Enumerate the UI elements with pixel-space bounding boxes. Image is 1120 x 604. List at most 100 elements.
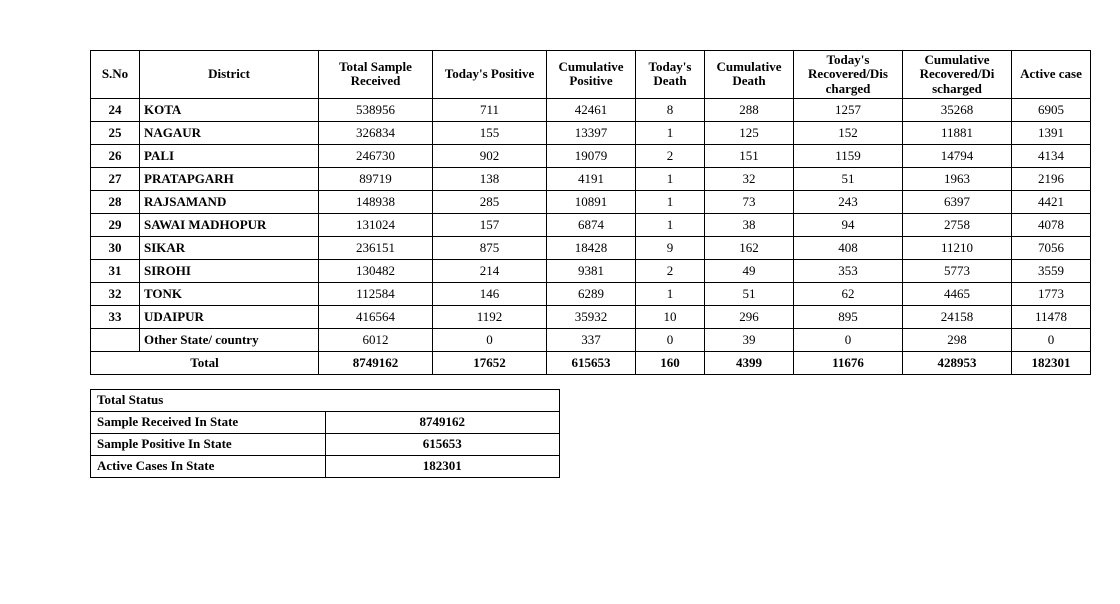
cumulative-positive-cell: 35932 [547, 305, 636, 328]
today-positive-cell: 875 [433, 236, 547, 259]
cumulative-death-cell: 73 [705, 190, 794, 213]
cumulative-death-cell: 39 [705, 328, 794, 351]
today-positive-cell: 146 [433, 282, 547, 305]
district-cell: Other State/ country [140, 328, 319, 351]
sample-cell: 130482 [319, 259, 433, 282]
cumulative-death-cell: 151 [705, 144, 794, 167]
cumulative-positive-cell: 42461 [547, 98, 636, 121]
sample-cell: 326834 [319, 121, 433, 144]
cumulative-recovered-cell: 6397 [903, 190, 1012, 213]
sno-cell: 31 [91, 259, 140, 282]
district-cell: PALI [140, 144, 319, 167]
cumulative-death-cell: 288 [705, 98, 794, 121]
cumulative-death-cell: 38 [705, 213, 794, 236]
table-row: 28RAJSAMAND1489382851089117324363974421 [91, 190, 1091, 213]
cumulative-positive-cell: 4191 [547, 167, 636, 190]
sno-cell: 27 [91, 167, 140, 190]
status-value: 615653 [325, 433, 560, 455]
table-row: 24KOTA5389567114246182881257352686905 [91, 98, 1091, 121]
active-case-cell: 6905 [1012, 98, 1091, 121]
cumulative-death-cell: 125 [705, 121, 794, 144]
district-data-table: S.No District Total Sample Received Toda… [90, 50, 1091, 375]
status-value: 8749162 [325, 411, 560, 433]
total-status-table: Total Status Sample Received In State874… [90, 389, 560, 478]
cumulative-recovered-cell: 5773 [903, 259, 1012, 282]
sno-cell: 25 [91, 121, 140, 144]
today-death-cell: 10 [636, 305, 705, 328]
total-cdth: 4399 [705, 351, 794, 374]
cumulative-death-cell: 49 [705, 259, 794, 282]
today-positive-cell: 155 [433, 121, 547, 144]
total-label: Total [91, 351, 319, 374]
today-positive-cell: 157 [433, 213, 547, 236]
today-positive-cell: 138 [433, 167, 547, 190]
sno-cell: 28 [91, 190, 140, 213]
sample-cell: 246730 [319, 144, 433, 167]
total-row: Total87491621765261565316043991167642895… [91, 351, 1091, 374]
cumulative-recovered-cell: 24158 [903, 305, 1012, 328]
total-tpos: 17652 [433, 351, 547, 374]
active-case-cell: 4078 [1012, 213, 1091, 236]
today-recovered-cell: 408 [794, 236, 903, 259]
today-recovered-cell: 152 [794, 121, 903, 144]
sno-cell: 24 [91, 98, 140, 121]
cumulative-positive-cell: 9381 [547, 259, 636, 282]
table-row: 27PRATAPGARH8971913841911325119632196 [91, 167, 1091, 190]
cumulative-death-cell: 51 [705, 282, 794, 305]
today-death-cell: 1 [636, 282, 705, 305]
sno-cell: 26 [91, 144, 140, 167]
district-cell: UDAIPUR [140, 305, 319, 328]
district-cell: NAGAUR [140, 121, 319, 144]
total-crec: 428953 [903, 351, 1012, 374]
status-row: Sample Received In State8749162 [91, 411, 560, 433]
table-row: Other State/ country6012033703902980 [91, 328, 1091, 351]
today-death-cell: 1 [636, 121, 705, 144]
today-recovered-cell: 1159 [794, 144, 903, 167]
cumulative-recovered-cell: 11210 [903, 236, 1012, 259]
district-cell: RAJSAMAND [140, 190, 319, 213]
status-value: 182301 [325, 455, 560, 477]
today-recovered-cell: 62 [794, 282, 903, 305]
today-recovered-cell: 243 [794, 190, 903, 213]
table-row: 29SAWAI MADHOPUR131024157687413894275840… [91, 213, 1091, 236]
cumulative-death-cell: 296 [705, 305, 794, 328]
sample-cell: 131024 [319, 213, 433, 236]
col-cumulative-death-header: Cumulative Death [705, 51, 794, 99]
cumulative-positive-cell: 18428 [547, 236, 636, 259]
today-positive-cell: 214 [433, 259, 547, 282]
today-death-cell: 9 [636, 236, 705, 259]
cumulative-recovered-cell: 2758 [903, 213, 1012, 236]
today-death-cell: 1 [636, 213, 705, 236]
status-title-row: Total Status [91, 389, 560, 411]
status-title: Total Status [91, 389, 560, 411]
col-today-positive-header: Today's Positive [433, 51, 547, 99]
col-sno-header: S.No [91, 51, 140, 99]
active-case-cell: 2196 [1012, 167, 1091, 190]
active-case-cell: 4421 [1012, 190, 1091, 213]
district-cell: SIROHI [140, 259, 319, 282]
today-death-cell: 2 [636, 259, 705, 282]
col-today-recovered-header: Today's Recovered/Dis charged [794, 51, 903, 99]
total-trec: 11676 [794, 351, 903, 374]
sample-cell: 6012 [319, 328, 433, 351]
district-cell: SIKAR [140, 236, 319, 259]
active-case-cell: 11478 [1012, 305, 1091, 328]
table-row: 32TONK11258414662891516244651773 [91, 282, 1091, 305]
cumulative-positive-cell: 337 [547, 328, 636, 351]
status-row: Sample Positive In State615653 [91, 433, 560, 455]
today-death-cell: 8 [636, 98, 705, 121]
table-row: 31SIROHI130482214938124935357733559 [91, 259, 1091, 282]
today-death-cell: 1 [636, 167, 705, 190]
total-cpos: 615653 [547, 351, 636, 374]
today-death-cell: 1 [636, 190, 705, 213]
cumulative-positive-cell: 10891 [547, 190, 636, 213]
active-case-cell: 1391 [1012, 121, 1091, 144]
today-positive-cell: 0 [433, 328, 547, 351]
today-recovered-cell: 353 [794, 259, 903, 282]
status-label: Sample Received In State [91, 411, 326, 433]
today-positive-cell: 1192 [433, 305, 547, 328]
col-today-death-header: Today's Death [636, 51, 705, 99]
cumulative-positive-cell: 19079 [547, 144, 636, 167]
cumulative-recovered-cell: 11881 [903, 121, 1012, 144]
cumulative-recovered-cell: 4465 [903, 282, 1012, 305]
